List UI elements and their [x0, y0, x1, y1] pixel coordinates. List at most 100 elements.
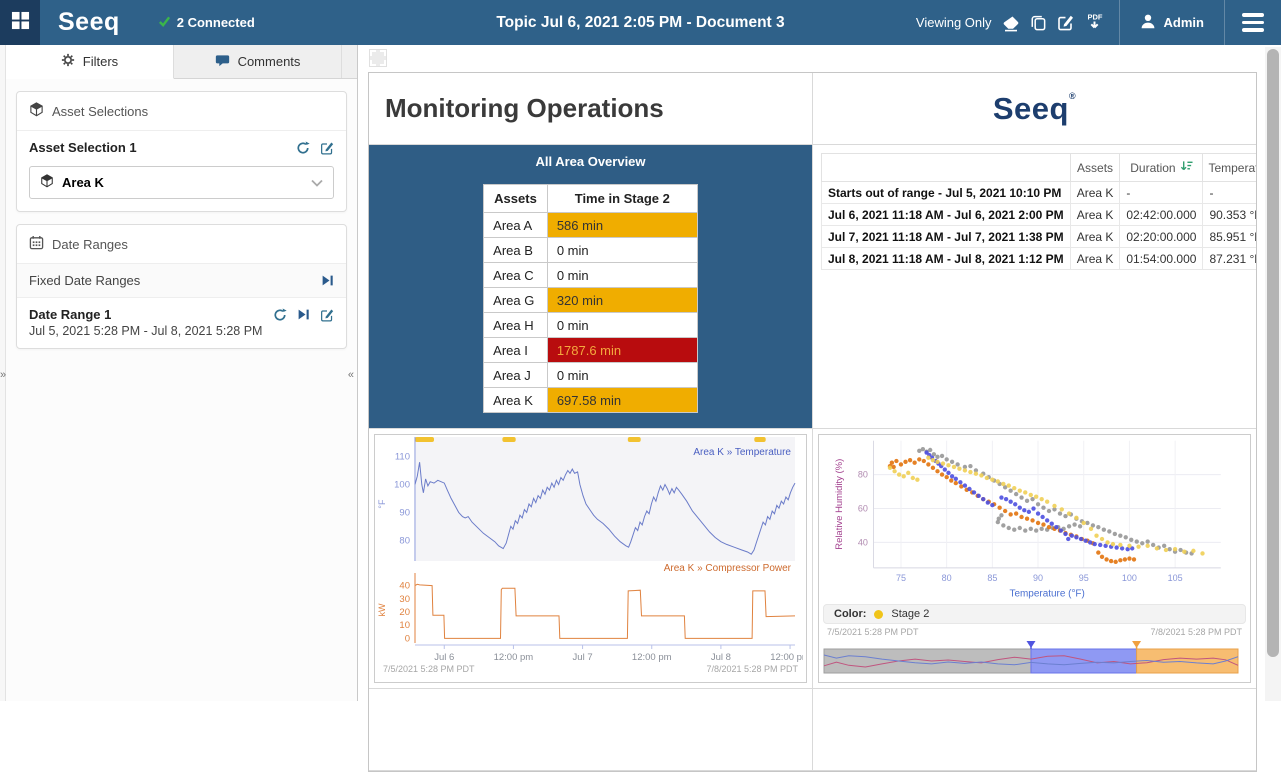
overview-row: Area A586 min	[484, 213, 698, 238]
scatter-chart-box: 7580859095100105406080Temperature (°F)Re…	[818, 434, 1251, 683]
edit-icon[interactable]	[320, 308, 334, 322]
overview-row: Area I1787.6 min	[484, 338, 698, 363]
asset-selections-header: Asset Selections	[52, 104, 148, 119]
connection-status[interactable]: 2 Connected	[158, 15, 255, 31]
tab-filters-label: Filters	[83, 54, 118, 69]
sidebar-tabs: Filters Comments	[6, 45, 357, 79]
user-icon	[1140, 13, 1156, 32]
date-range-selector[interactable]	[823, 639, 1239, 675]
svg-text:75: 75	[896, 573, 906, 583]
svg-text:12:00 pm: 12:00 pm	[770, 652, 803, 663]
tab-filters[interactable]: Filters	[6, 45, 174, 79]
scatter-end-timestamp: 7/8/2021 5:28 PM PDT	[1150, 627, 1242, 637]
results-table-body: Starts out of range - Jul 5, 2021 10:10 …	[822, 182, 1257, 270]
results-cell: Jul 6, 2021 11:18 AM - Jul 6, 2021 2:00 …	[822, 204, 1071, 226]
asset-selections-card: Asset Selections Asset Selection 1 Area …	[16, 91, 347, 212]
svg-text:Jul 7: Jul 7	[573, 652, 593, 663]
edit-icon[interactable]	[320, 141, 334, 155]
svg-text:°F: °F	[377, 499, 387, 509]
overview-value-cell: 0 min	[547, 238, 697, 263]
scatter-chart-svg: 7580859095100105406080Temperature (°F)Re…	[819, 435, 1245, 602]
overview-value-cell: 586 min	[547, 213, 697, 238]
results-cell: Area K	[1070, 248, 1120, 270]
content-drag-handle[interactable]	[370, 50, 386, 66]
overview-col-assets: Assets	[484, 185, 548, 213]
svg-text:90: 90	[399, 507, 410, 518]
overview-row: Area K697.58 min	[484, 388, 698, 413]
overview-asset-cell: Area G	[484, 288, 548, 313]
legend-entry-label: Stage 2	[891, 608, 929, 620]
overview-asset-cell: Area J	[484, 363, 548, 388]
tab-comments[interactable]: Comments	[174, 45, 342, 78]
overview-value-cell: 0 min	[547, 363, 697, 388]
overview-asset-cell: Area H	[484, 313, 548, 338]
hamburger-menu-icon[interactable]	[1225, 13, 1281, 32]
copy-icon[interactable]	[1030, 14, 1047, 31]
date-range-value: Jul 5, 2021 5:28 PM - Jul 8, 2021 5:28 P…	[17, 324, 346, 348]
refresh-icon[interactable]	[273, 308, 287, 322]
document-heading-cell: Monitoring Operations	[369, 73, 813, 145]
overview-table: Assets Time in Stage 2 Area A586 minArea…	[483, 184, 698, 413]
tab-comments-label: Comments	[238, 54, 301, 69]
svg-text:Area K » Temperature: Area K » Temperature	[693, 447, 791, 458]
scrollbar-thumb[interactable]	[1267, 49, 1279, 657]
sidebar: Filters Comments Asset Selections Asset …	[6, 45, 358, 701]
document-scrollbar[interactable]	[1265, 47, 1281, 701]
gear-icon	[61, 53, 75, 70]
app-switcher-button[interactable]	[0, 0, 40, 45]
document-area: Monitoring Operations Seeq® All Area Ove…	[359, 45, 1281, 701]
results-col-assets: Assets	[1070, 154, 1120, 182]
svg-text:80: 80	[942, 573, 952, 583]
results-col-capsule	[822, 154, 1071, 182]
legend-color-label: Color:	[834, 608, 866, 620]
overview-panel-cell: All Area Overview Assets Time in Stage 2…	[369, 145, 813, 429]
edit-document-icon[interactable]	[1057, 14, 1074, 31]
svg-text:30: 30	[399, 594, 410, 605]
collapse-sidebar-handle[interactable]: «	[348, 370, 354, 381]
scatter-start-timestamp: 7/5/2021 5:28 PM PDT	[827, 627, 919, 637]
svg-text:100: 100	[1122, 573, 1137, 583]
pdf-export-icon[interactable]: PDF	[1084, 12, 1105, 33]
asset-select-dropdown[interactable]: Area K	[29, 166, 334, 199]
overview-value-cell: 1787.6 min	[547, 338, 697, 363]
results-cell: Jul 7, 2021 11:18 AM - Jul 7, 2021 1:38 …	[822, 226, 1071, 248]
calendar-icon	[29, 235, 44, 253]
overview-asset-cell: Area B	[484, 238, 548, 263]
results-cell: Jul 8, 2021 11:18 AM - Jul 8, 2021 1:12 …	[822, 248, 1071, 270]
svg-text:10: 10	[399, 620, 410, 631]
svg-text:Area K » Compressor Power: Area K » Compressor Power	[664, 563, 792, 574]
seeq-document-logo: Seeq®	[993, 91, 1076, 127]
svg-text:PDF: PDF	[1087, 13, 1102, 22]
eraser-icon[interactable]	[1002, 14, 1020, 32]
overview-value-cell: 0 min	[547, 313, 697, 338]
overview-asset-cell: Area C	[484, 263, 548, 288]
user-menu[interactable]: Admin	[1120, 13, 1224, 32]
svg-text:20: 20	[399, 607, 410, 618]
overview-row: Area J0 min	[484, 363, 698, 388]
svg-text:90: 90	[1033, 573, 1043, 583]
seeq-logo[interactable]: Seeq	[58, 8, 120, 37]
results-table: Assets Duration Temperature Max Sta	[821, 153, 1256, 270]
duration-sort-button[interactable]: Duration	[1130, 160, 1192, 175]
document-title: Topic Jul 6, 2021 2:05 PM - Document 3	[496, 14, 784, 32]
range-segment[interactable]	[1031, 649, 1137, 673]
svg-text:40: 40	[858, 537, 868, 547]
overview-value-cell: 697.58 min	[547, 388, 697, 413]
refresh-icon[interactable]	[296, 141, 310, 155]
overview-row: Area H0 min	[484, 313, 698, 338]
overview-asset-cell: Area I	[484, 338, 548, 363]
selected-asset-label: Area K	[62, 175, 303, 190]
svg-text:110: 110	[395, 452, 410, 463]
results-table-cell: Assets Duration Temperature Max Sta	[813, 145, 1256, 429]
step-to-end-icon[interactable]	[321, 274, 334, 287]
svg-text:80: 80	[399, 535, 410, 546]
overview-value-cell: 320 min	[547, 288, 697, 313]
trend-end-timestamp: 7/8/2021 5:28 PM PDT	[706, 664, 798, 674]
results-row: Jul 6, 2021 11:18 AM - Jul 6, 2021 2:00 …	[822, 204, 1257, 226]
svg-text:60: 60	[858, 503, 868, 513]
results-cell: 02:42:00.000	[1120, 204, 1203, 226]
overview-asset-cell: Area K	[484, 388, 548, 413]
overview-asset-cell: Area A	[484, 213, 548, 238]
step-to-end-icon[interactable]	[297, 308, 310, 321]
results-cell: -	[1203, 182, 1256, 204]
